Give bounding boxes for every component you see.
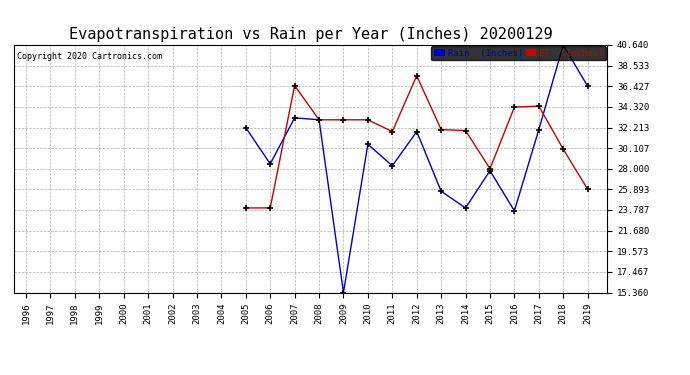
- Legend: Rain  (Inches), ET  (Inches): Rain (Inches), ET (Inches): [431, 46, 607, 60]
- Text: Copyright 2020 Cartronics.com: Copyright 2020 Cartronics.com: [17, 53, 161, 62]
- Title: Evapotranspiration vs Rain per Year (Inches) 20200129: Evapotranspiration vs Rain per Year (Inc…: [69, 27, 552, 42]
